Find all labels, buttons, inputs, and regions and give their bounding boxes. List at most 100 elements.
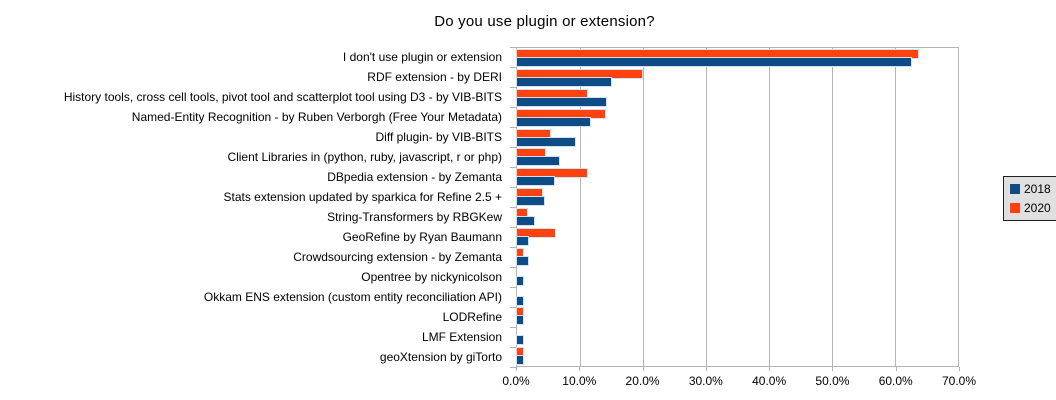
bar-2020 xyxy=(517,50,919,58)
category-axis-tick xyxy=(510,307,516,308)
category-label: Diff plugin- by VIB-BITS xyxy=(375,130,503,144)
bar-2020 xyxy=(517,149,546,158)
category-axis-tick xyxy=(510,367,516,368)
bar-2020 xyxy=(517,89,587,98)
bar-2018 xyxy=(517,97,606,106)
bar-2018 xyxy=(517,77,611,86)
category-label: LMF Extension xyxy=(421,330,502,344)
bar-2018 xyxy=(517,197,545,206)
category-label: History tools, cross cell tools, pivot t… xyxy=(63,90,502,104)
gridline xyxy=(769,48,770,366)
bar-group xyxy=(517,267,958,287)
chart-title: Do you use plugin or extension? xyxy=(434,13,655,30)
bar-group xyxy=(517,326,958,346)
bar-2020 xyxy=(517,169,587,178)
bar-2020 xyxy=(517,209,528,217)
x-axis-tick xyxy=(959,367,960,371)
category-label: Named-Entity Recognition - by Ruben Verb… xyxy=(131,110,502,124)
category-axis-tick xyxy=(510,87,516,88)
bar-2020 xyxy=(517,189,542,198)
bar-2018 xyxy=(517,296,524,305)
category-label: I don't use plugin or extension xyxy=(342,50,502,64)
category-label: Client Libraries in (python, ruby, javas… xyxy=(227,150,502,164)
gridline xyxy=(580,48,581,366)
bar-2020 xyxy=(517,348,524,357)
bar-2018 xyxy=(517,137,575,146)
x-axis-tick xyxy=(705,367,707,371)
legend-item-2018: 2018 xyxy=(1010,182,1051,196)
bar-group xyxy=(517,207,958,227)
bar-group xyxy=(517,227,958,247)
bar-group xyxy=(517,167,958,187)
category-label: RDF extension - by DERI xyxy=(367,70,502,84)
bar-group xyxy=(517,128,958,148)
legend-item-2020: 2020 xyxy=(1010,201,1051,215)
gridline xyxy=(832,48,833,366)
bar-2018 xyxy=(517,157,560,166)
category-axis-tick xyxy=(510,67,516,68)
category-axis-tick xyxy=(510,287,516,288)
legend-label-2018: 2018 xyxy=(1024,182,1051,196)
bar-group xyxy=(517,48,958,68)
category-axis-tick xyxy=(510,167,516,168)
category-label: geoXtension by giTorto xyxy=(379,350,502,364)
x-tick-label: 10.0% xyxy=(562,374,597,388)
category-label: Okkam ENS extension (custom entity recon… xyxy=(203,290,502,304)
x-axis-tick xyxy=(769,367,771,371)
bar-group xyxy=(517,108,958,128)
x-tick-label: 30.0% xyxy=(688,374,723,388)
x-tick-label: 20.0% xyxy=(625,374,660,388)
category-axis-tick xyxy=(510,227,516,228)
legend-swatch-2020-icon xyxy=(1010,203,1020,213)
bar-2020 xyxy=(517,248,524,257)
bar-group xyxy=(517,306,958,326)
category-axis-tick xyxy=(510,47,516,48)
bar-2020 xyxy=(517,109,606,118)
category-label: DBpedia extension - by Zemanta xyxy=(327,170,502,184)
plot-area xyxy=(516,47,959,367)
category-axis-labels: I don't use plugin or extension RDF exten… xyxy=(0,47,510,367)
category-label: Stats extension updated by sparkica for … xyxy=(223,190,502,204)
gridline xyxy=(706,48,707,366)
x-axis-tick xyxy=(579,367,581,371)
bar-2018 xyxy=(517,256,529,265)
bar-group xyxy=(517,247,958,267)
bar-2020 xyxy=(517,228,555,237)
x-tick-label: 0.0% xyxy=(502,374,530,388)
bar-2018 xyxy=(517,316,524,325)
category-axis-tick xyxy=(510,347,516,348)
category-label: LODRefine xyxy=(442,310,502,324)
category-axis-tick xyxy=(510,267,516,268)
x-axis-tick xyxy=(516,367,517,371)
bar-2018 xyxy=(517,276,524,285)
bar-group xyxy=(517,147,958,167)
bar-2018 xyxy=(517,336,524,345)
gridline xyxy=(643,48,644,366)
x-tick-label: 70.0% xyxy=(941,374,977,388)
bar-group xyxy=(517,68,958,88)
category-axis-tick xyxy=(510,127,516,128)
category-axis-tick xyxy=(510,107,516,108)
bar-group xyxy=(517,346,958,366)
bar-2018 xyxy=(517,117,591,126)
bar-2018 xyxy=(517,356,524,365)
legend: 2018 2020 xyxy=(1003,176,1056,221)
bar-2020 xyxy=(517,129,550,138)
bar-group xyxy=(517,187,958,207)
bar-2020 xyxy=(517,308,524,317)
legend-swatch-2018-icon xyxy=(1010,184,1020,194)
category-label: Crowdsourcing extension - by Zemanta xyxy=(293,250,502,264)
bar-2018 xyxy=(517,58,911,66)
x-tick-label: 60.0% xyxy=(878,374,913,388)
bar-group xyxy=(517,88,958,108)
category-axis-tick xyxy=(510,327,516,328)
category-label: String-Transformers by RBGKew xyxy=(327,210,502,224)
bar-rows xyxy=(517,48,958,366)
bar-2018 xyxy=(517,177,555,186)
category-axis-tick xyxy=(510,247,516,248)
category-axis-tick xyxy=(510,207,516,208)
x-axis-tick xyxy=(895,367,897,371)
bar-2018 xyxy=(517,217,534,225)
category-label: Opentree by nickynicolson xyxy=(361,270,502,284)
